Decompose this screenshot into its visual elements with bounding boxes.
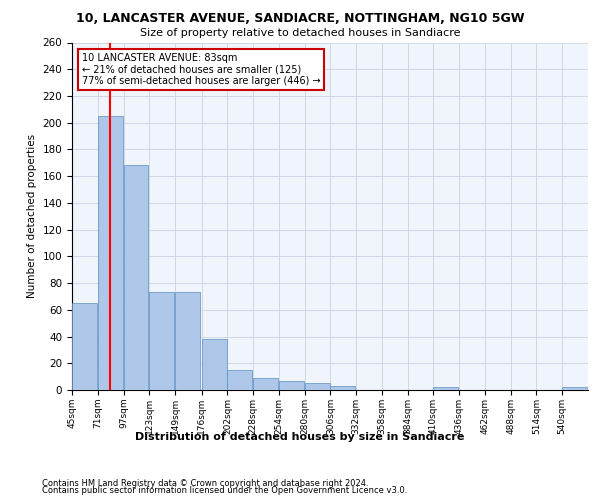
Bar xyxy=(227,370,253,390)
Bar xyxy=(98,116,123,390)
Bar xyxy=(202,339,227,390)
Bar xyxy=(279,380,304,390)
Bar xyxy=(331,386,355,390)
Text: Contains HM Land Registry data © Crown copyright and database right 2024.: Contains HM Land Registry data © Crown c… xyxy=(42,478,368,488)
Bar xyxy=(253,378,278,390)
Text: Contains public sector information licensed under the Open Government Licence v3: Contains public sector information licen… xyxy=(42,486,407,495)
Bar xyxy=(175,292,200,390)
Bar xyxy=(72,303,97,390)
Bar xyxy=(433,388,458,390)
Bar xyxy=(562,388,587,390)
Y-axis label: Number of detached properties: Number of detached properties xyxy=(27,134,37,298)
Text: Size of property relative to detached houses in Sandiacre: Size of property relative to detached ho… xyxy=(140,28,460,38)
Text: Distribution of detached houses by size in Sandiacre: Distribution of detached houses by size … xyxy=(136,432,464,442)
Bar xyxy=(149,292,174,390)
Bar xyxy=(305,384,330,390)
Text: 10 LANCASTER AVENUE: 83sqm
← 21% of detached houses are smaller (125)
77% of sem: 10 LANCASTER AVENUE: 83sqm ← 21% of deta… xyxy=(82,53,320,86)
Bar xyxy=(124,166,148,390)
Text: 10, LANCASTER AVENUE, SANDIACRE, NOTTINGHAM, NG10 5GW: 10, LANCASTER AVENUE, SANDIACRE, NOTTING… xyxy=(76,12,524,24)
